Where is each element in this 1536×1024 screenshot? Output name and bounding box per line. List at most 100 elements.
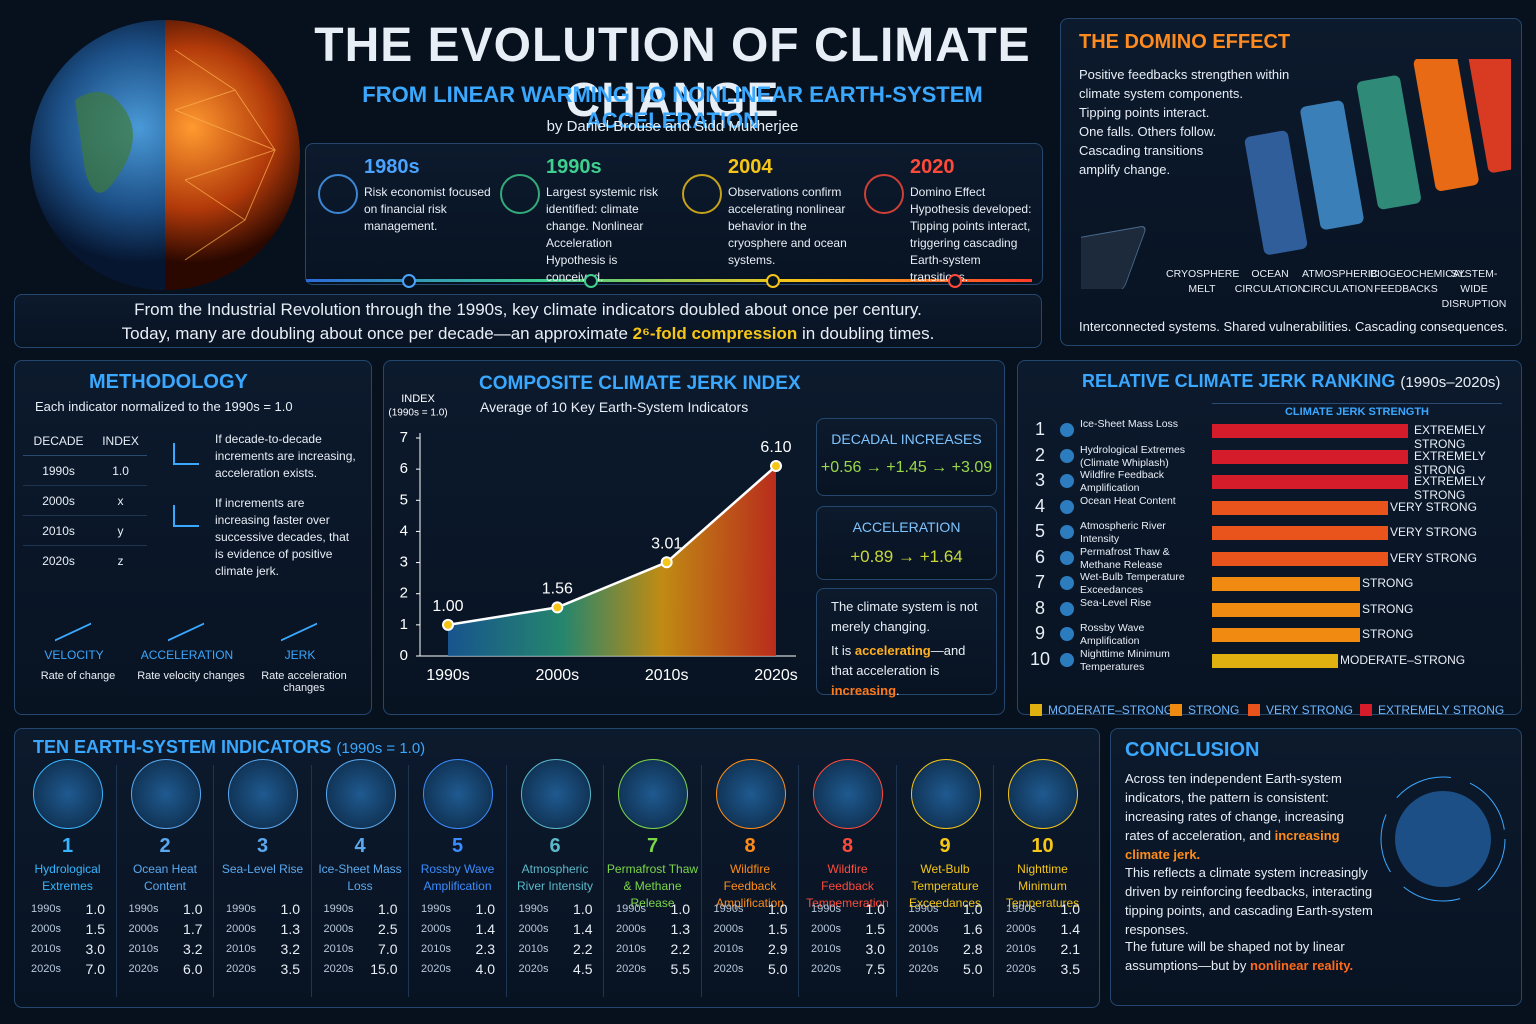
- indicator-number: 1: [61, 835, 74, 857]
- indicator-value: 1.7: [183, 921, 203, 937]
- x-tick-label: 2020s: [754, 667, 798, 684]
- indicator-number: 6: [549, 835, 561, 857]
- domino-text: Tipping points interact.: [1079, 105, 1210, 120]
- indicator-name: Wildfire Feedback Amplification: [715, 862, 785, 910]
- indicator-name: Ocean Heat Content: [132, 862, 198, 893]
- indicator-number: 5: [451, 835, 464, 857]
- divider: [798, 765, 799, 997]
- note-line: The climate system is not merely changin…: [831, 597, 982, 637]
- strength-bar: [1212, 653, 1338, 668]
- divider: [603, 765, 604, 997]
- decade-label: 2010s: [518, 943, 549, 955]
- strength-bar: [1212, 551, 1388, 566]
- indicator-value: 5.5: [670, 961, 690, 977]
- title-text: RELATIVE CLIMATE JERK RANKING: [1082, 371, 1396, 391]
- decade-label: 2020s: [226, 963, 256, 975]
- rank-icon: [1060, 652, 1074, 667]
- indicator-number: 4: [354, 835, 366, 857]
- conclusion-panel: CONCLUSION Across ten independent Earth-…: [1110, 728, 1522, 1006]
- indicator-icon: [325, 759, 396, 829]
- y-tick-label: 0: [400, 647, 408, 664]
- decade-label: 2020s: [31, 963, 61, 975]
- table-row: 2020s z: [23, 545, 147, 575]
- decade-label: 2010s: [908, 943, 939, 955]
- indicator-value: 7.0: [85, 961, 105, 977]
- ranking-panel: RELATIVE CLIMATE JERK RANKING (1990s–202…: [1017, 360, 1522, 717]
- indicator-value: 4.5: [573, 961, 593, 977]
- summary-line: Today, many are doubling about once per …: [15, 322, 1041, 346]
- indicator-value: 3.0: [85, 941, 105, 957]
- decade-label: 2000s: [616, 923, 646, 935]
- rank-number: 6: [1034, 546, 1045, 567]
- indicator-name: Sea-Level Rise: [221, 862, 304, 876]
- indicator-value: 2.2: [573, 941, 593, 957]
- rank-name: Nighttime Minimum Temperatures: [1080, 647, 1170, 673]
- decade-label: 1990s: [908, 903, 939, 915]
- rank-number: 4: [1034, 495, 1045, 516]
- decade-label: 1990s: [421, 903, 451, 915]
- rank-name: Rossby Wave Amplification: [1080, 622, 1145, 647]
- legend-label: EXTREMELY STRONG: [1378, 703, 1505, 717]
- byline: by Daniel Brouse and Sidd Mukherjee: [546, 118, 799, 135]
- rank-number: 9: [1034, 623, 1045, 643]
- table-row: 1990s 1.0: [23, 455, 147, 486]
- y-tick-label: 4: [400, 522, 408, 539]
- table-cell: 2010s: [23, 515, 95, 546]
- indicator-value: 1.4: [475, 921, 495, 937]
- divider: [505, 765, 507, 997]
- decade-label: 1990s: [31, 903, 61, 915]
- step-name: VELOCITY: [44, 648, 104, 662]
- indicator-value: 2.2: [670, 941, 690, 957]
- legend-swatch: [1248, 704, 1260, 716]
- decade-label: 2010s: [421, 943, 451, 955]
- indicator-name: Permafrost Thaw & Methane Release: [606, 862, 699, 910]
- decade-label: 2020s: [421, 963, 451, 975]
- table-header: DECADE: [23, 427, 95, 456]
- rank-icon: [1060, 423, 1074, 437]
- strength-bar: [1212, 475, 1408, 489]
- stat-title: DECADAL INCREASES: [831, 431, 982, 447]
- indicator-icon: [910, 759, 981, 829]
- text-run: accelerating: [854, 643, 931, 658]
- rank-icon: [1060, 525, 1074, 539]
- decade-label: 2010s: [323, 943, 354, 955]
- data-label: 1.00: [432, 598, 463, 615]
- decade-label: 2010s: [128, 943, 159, 955]
- note-line: It is accelerating—and that acceleration…: [831, 641, 982, 701]
- rank-icon: [1060, 550, 1074, 565]
- domino-footer: Interconnected systems. Shared vulnerabi…: [1079, 319, 1508, 334]
- indicator-value: 1.0: [183, 901, 203, 917]
- divider: [213, 765, 214, 997]
- indicator-value: 1.5: [85, 921, 105, 937]
- panel-title: METHODOLOGY: [89, 371, 248, 393]
- line: [447, 465, 777, 627]
- chart-title: COMPOSITE CLIMATE JERK INDEX: [479, 373, 801, 394]
- text-run: increasing: [831, 683, 897, 698]
- stat-value: +0.89 → +1.64: [850, 547, 963, 566]
- rank-number: 3: [1034, 470, 1045, 490]
- summary-line: From the Industrial Revolution through t…: [134, 300, 922, 319]
- indicator-value: 6.0: [183, 961, 203, 977]
- strength-bar: [1212, 577, 1360, 591]
- domino-label: BIOGEOCHEMICAL FEEDBACKS: [1370, 268, 1466, 295]
- decade-label: 1990s: [518, 903, 549, 915]
- strength-label: MODERATE–STRONG: [1340, 652, 1466, 667]
- decade-label: 2000s: [1006, 923, 1036, 935]
- indicator-value: 3.0: [865, 941, 885, 957]
- text-run: increasing climate jerk.: [1125, 828, 1340, 862]
- decade-label: 2020s: [1006, 963, 1036, 975]
- rank-icon: [1060, 601, 1074, 616]
- timeline-year: 2004: [728, 156, 773, 178]
- y-tick-label: 5: [400, 491, 408, 508]
- decade-label: 2000s: [31, 923, 61, 935]
- rank-number: 2: [1034, 444, 1045, 465]
- decade-label: 2010s: [713, 943, 744, 955]
- method-note: If increments are increasing faster over…: [215, 496, 350, 578]
- panel-title: CONCLUSION: [1125, 739, 1260, 761]
- rank-number: 1: [1034, 419, 1045, 439]
- decade-label: 2010s: [811, 943, 841, 955]
- rank-name: Atmospheric River Intensity: [1080, 520, 1166, 545]
- indicator-value: 1.5: [768, 921, 788, 937]
- legend-label: MODERATE–STRONG: [1048, 703, 1174, 717]
- decade-label: 1990s: [128, 903, 159, 915]
